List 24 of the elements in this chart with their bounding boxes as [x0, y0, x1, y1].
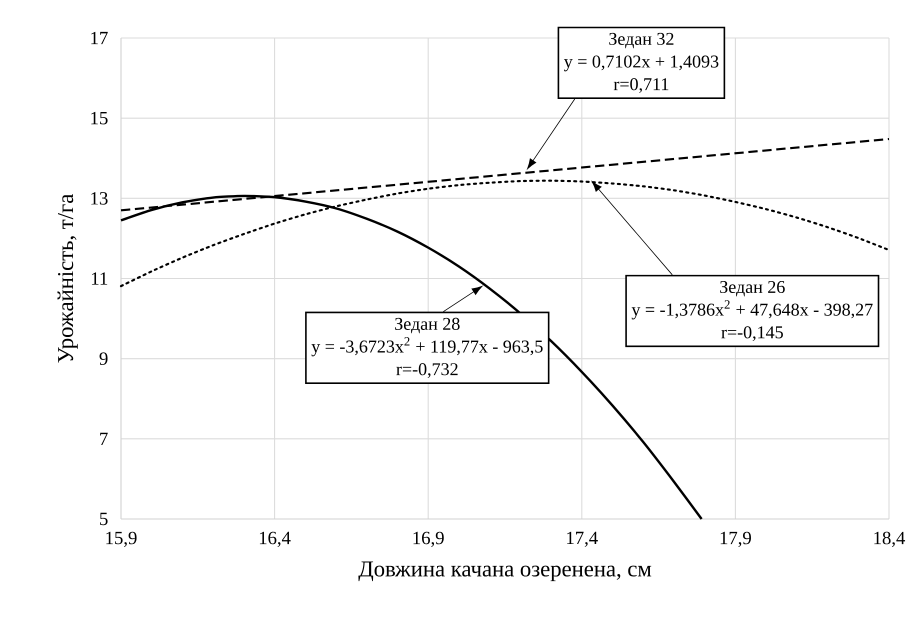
y-tick-label: 13: [91, 192, 108, 205]
x-tick-label: 18,4: [874, 532, 906, 547]
annotation: y = -3,6723x$^{2}$ + 119,77x - 963,5: [311, 337, 543, 356]
annotation: Зедан 28: [395, 318, 460, 334]
y-axis-title: Урожайність, т/га: [57, 194, 78, 363]
y-tick-label: 9: [100, 352, 108, 365]
annotation: r=-0,145: [721, 326, 783, 341]
annotation: r=0,711: [614, 78, 668, 93]
x-tick-label: 17,4: [567, 532, 598, 547]
y-tick-label: 5: [100, 512, 108, 526]
x-tick-label: 15,9: [106, 532, 137, 547]
y-tick-label: 15: [91, 112, 108, 124]
y-tick-label: 11: [92, 272, 108, 285]
x-tick-label: 16,9: [413, 532, 444, 547]
annotation: Зедан 32: [609, 32, 674, 48]
annotation: y = 0,7102x + 1,4093: [564, 55, 718, 72]
x-tick-label: 17,9: [720, 532, 751, 547]
annotation: Зедан 26: [720, 280, 785, 296]
annotation: r=-0,732: [396, 363, 458, 378]
x-axis-title: Довжина качана озеренена, см: [358, 561, 652, 582]
y-tick-label: 7: [100, 432, 108, 445]
y-tick-label: 17: [91, 32, 108, 44]
annotation: y = -1,3786x$^{2}$ + 47,648x - 398,27: [632, 300, 873, 320]
x-tick-label: 16,4: [260, 532, 291, 547]
